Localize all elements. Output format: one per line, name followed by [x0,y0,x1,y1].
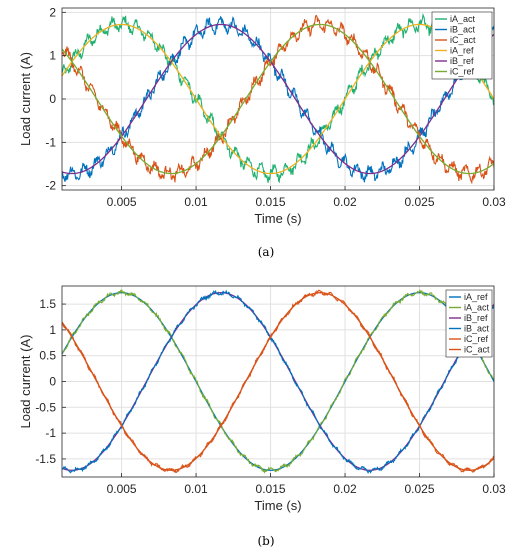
y-tick-label: 0 [49,92,56,106]
series-line-ib-act [62,15,494,183]
chart-panel-b: 0.005 0.01 0.015 0.02 0.025 0.03 -1.5 -1 -0.5 0 0.… [18,285,506,548]
x-tick-label: 0.025 [405,482,435,496]
x-tick-label: 0.005 [107,482,137,496]
y-axis-label: Load current (A) [18,335,33,429]
y-tick-label: 1.5 [39,297,56,311]
series-line-ib-act [62,289,494,474]
x-tick-label: 0.03 [482,482,506,496]
legend-label: iC_act [450,35,476,45]
x-tick-label: 0.01 [184,482,208,496]
legend-label: iB_act [450,25,476,35]
x-tick-label: 0.03 [482,195,506,209]
panel-caption: (b) [257,534,274,548]
chart-panel-a: 0.005 0.01 0.015 0.02 0.025 0.03 -2 -1 0 1 2 Time (… [18,5,506,259]
y-tick-label: 1 [49,49,56,63]
y-tick-label: 2 [49,5,56,19]
x-tick-label: 0.015 [256,482,286,496]
y-tick-label: -0.5 [35,400,56,414]
series-line-ia-ref [62,23,494,175]
x-tick-label: 0.015 [256,195,286,209]
panel-caption: (a) [258,245,275,259]
y-tick-label: 1 [49,323,56,337]
legend-label: iC_act [464,345,490,355]
x-tick-label: 0.02 [333,195,357,209]
legend-label: iA_ref [464,292,488,302]
x-axis-label: Time (s) [254,498,301,513]
y-tick-label: 0 [49,375,56,389]
legend-label: iB_ref [450,56,474,66]
legend-box [445,289,493,358]
legend-label: iA_ref [450,46,474,56]
y-tick-label: 0.5 [39,349,56,363]
legend-box [431,11,493,80]
series-line-ib-ref [62,23,494,175]
y-axis-label: Load current (A) [18,52,33,146]
y-tick-label: -1.5 [35,452,56,466]
y-tick-label: -2 [45,179,56,193]
legend-label: iB_ref [464,313,488,323]
series-line-ia-act [62,12,494,184]
y-tick-label: -1 [45,426,56,440]
legend-label: iA_act [450,14,476,24]
legend-label: iB_act [464,324,490,334]
x-axis-label: Time (s) [254,211,301,226]
legend-label: iA_act [464,303,490,313]
x-tick-label: 0.02 [333,482,357,496]
legend-label: iC_ref [450,67,475,77]
x-tick-label: 0.005 [107,195,137,209]
y-tick-label: -1 [45,135,56,149]
legend-label: iC_ref [464,334,489,344]
series-line-ic-act [62,14,494,185]
series-line-ic-act [62,289,494,474]
series-line-ic-ref [62,23,494,175]
series-line-ia-act [62,288,494,474]
x-tick-label: 0.01 [184,195,208,209]
x-tick-label: 0.025 [405,195,435,209]
